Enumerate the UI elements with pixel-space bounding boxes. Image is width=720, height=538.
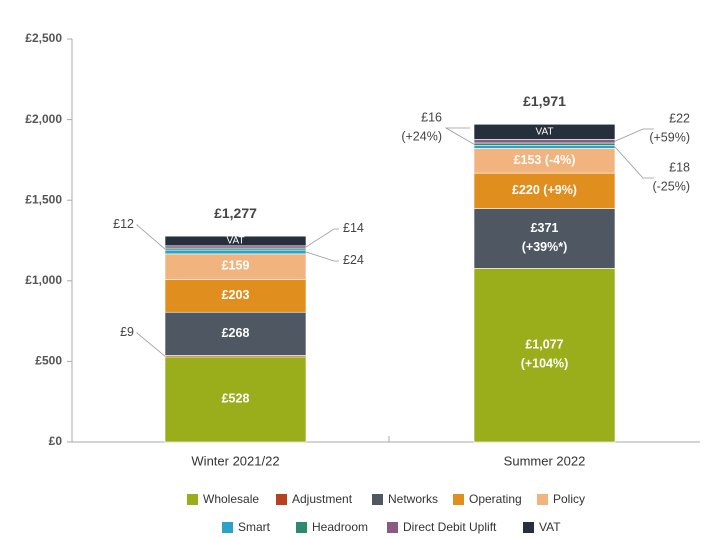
legend-swatch [187, 494, 198, 505]
value-label: £14 [343, 221, 364, 235]
bar-segment [473, 123, 616, 140]
total-label: £1,971 [523, 93, 566, 109]
legend-label: Operating [469, 492, 522, 506]
bar-segment [473, 148, 616, 174]
segment-name: VAT [536, 126, 554, 137]
bar-segment [473, 145, 616, 149]
legend-swatch [523, 522, 534, 533]
value-label: £371 (+39%*) [522, 221, 568, 254]
value-label: £16 (+24%) [401, 111, 442, 144]
bar-segment [164, 253, 307, 280]
y-tick-label: £2,500 [25, 31, 62, 45]
value-label: £220 (+9%) [512, 183, 577, 197]
bar-segment [164, 235, 307, 247]
legend-swatch [387, 522, 398, 533]
bar-segment [473, 208, 616, 269]
bar-segment [164, 249, 307, 255]
legend-label: Adjustment [292, 492, 353, 506]
leader-line [305, 228, 339, 248]
leader-line [305, 251, 339, 262]
bar-segment [164, 356, 307, 443]
legend-swatch [372, 494, 383, 505]
legend-label: Smart [238, 520, 271, 534]
legend-swatch [276, 494, 287, 505]
value-label: £528 [222, 392, 250, 406]
y-tick-label: £1,500 [25, 192, 62, 206]
legend-label: VAT [539, 520, 561, 534]
leader-line [135, 332, 166, 357]
x-tick-label: Winter 2021/22 [191, 453, 279, 468]
bar-segment [473, 142, 616, 146]
y-tick-label: £2,000 [25, 112, 62, 126]
value-label: £24 [343, 253, 364, 267]
legend-swatch [453, 494, 464, 505]
legend-label: Direct Debit Uplift [403, 520, 497, 534]
y-tick-label: £1,000 [25, 273, 62, 287]
legend-label: Wholesale [203, 492, 259, 506]
value-label: £9 [120, 325, 134, 339]
leader-line [135, 224, 166, 250]
value-label: £18 (-25%) [652, 161, 690, 194]
value-label: £1,077 (+104%) [521, 338, 569, 371]
value-label: £159 [222, 259, 250, 273]
value-label: £153 (-4%) [514, 153, 576, 167]
bar-segment [473, 268, 616, 443]
segment-name: VAT [227, 236, 245, 247]
value-label: £12 [113, 217, 134, 231]
bar-segment [473, 139, 616, 144]
bar-segment [164, 311, 307, 356]
value-label: £22 (+59%) [649, 112, 690, 145]
legend-swatch [296, 522, 307, 533]
bar-segment [473, 172, 616, 209]
leader-line [614, 146, 654, 179]
x-tick-label: Summer 2022 [504, 453, 586, 468]
legend-swatch [222, 522, 233, 533]
value-label: £203 [222, 288, 250, 302]
y-tick-label: £0 [49, 434, 63, 448]
value-label: £268 [222, 326, 250, 340]
leader-line [614, 128, 654, 142]
legend-label: Headroom [312, 520, 368, 534]
total-label: £1,277 [214, 205, 257, 221]
bar-segment [164, 279, 307, 313]
legend-label: Policy [553, 492, 585, 506]
y-tick-label: £500 [35, 354, 62, 368]
leader-line [444, 127, 475, 145]
legend-swatch [537, 494, 548, 505]
legend-label: Networks [388, 492, 438, 506]
